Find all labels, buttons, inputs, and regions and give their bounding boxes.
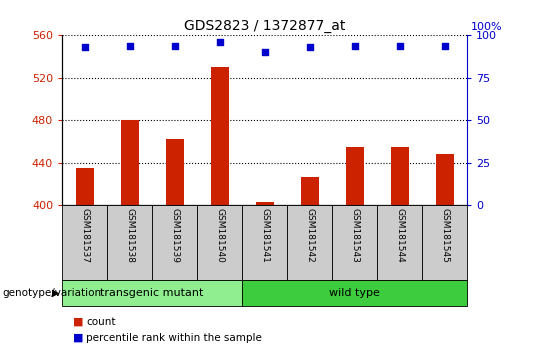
Text: genotype/variation: genotype/variation xyxy=(3,288,102,298)
Text: GSM181541: GSM181541 xyxy=(260,207,269,262)
Bar xyxy=(255,202,274,205)
Title: GDS2823 / 1372877_at: GDS2823 / 1372877_at xyxy=(184,19,345,33)
Text: count: count xyxy=(86,317,116,327)
Text: GSM181544: GSM181544 xyxy=(395,207,404,262)
Text: GSM181543: GSM181543 xyxy=(350,207,359,262)
Text: ■: ■ xyxy=(73,333,83,343)
Bar xyxy=(301,177,319,205)
Text: GSM181537: GSM181537 xyxy=(80,207,89,263)
Text: GSM181539: GSM181539 xyxy=(170,207,179,263)
Point xyxy=(395,43,404,48)
Bar xyxy=(62,280,242,306)
Bar xyxy=(152,205,197,280)
Bar xyxy=(242,205,287,280)
Bar xyxy=(197,205,242,280)
Text: percentile rank within the sample: percentile rank within the sample xyxy=(86,333,262,343)
Text: ▶: ▶ xyxy=(52,288,59,298)
Text: GSM181545: GSM181545 xyxy=(440,207,449,262)
Bar xyxy=(120,120,139,205)
Bar xyxy=(436,154,454,205)
Point xyxy=(80,45,89,50)
Text: ■: ■ xyxy=(73,317,83,327)
Text: GSM181538: GSM181538 xyxy=(125,207,134,263)
Point xyxy=(350,43,359,48)
Bar xyxy=(76,168,93,205)
Bar xyxy=(422,205,467,280)
Point xyxy=(125,43,134,48)
Bar xyxy=(107,205,152,280)
Text: transgenic mutant: transgenic mutant xyxy=(100,288,204,298)
Text: GSM181540: GSM181540 xyxy=(215,207,224,262)
Bar xyxy=(166,139,184,205)
Point xyxy=(215,39,224,45)
Text: 100%: 100% xyxy=(471,22,503,32)
Bar xyxy=(211,67,228,205)
Bar xyxy=(377,205,422,280)
Point xyxy=(305,45,314,50)
Point xyxy=(440,43,449,48)
Bar xyxy=(332,205,377,280)
Bar xyxy=(287,205,332,280)
Bar xyxy=(346,147,363,205)
Point xyxy=(260,50,269,55)
Text: GSM181542: GSM181542 xyxy=(305,207,314,262)
Bar xyxy=(62,205,107,280)
Text: wild type: wild type xyxy=(329,288,380,298)
Point xyxy=(170,43,179,48)
Bar xyxy=(242,280,467,306)
Bar xyxy=(390,147,409,205)
